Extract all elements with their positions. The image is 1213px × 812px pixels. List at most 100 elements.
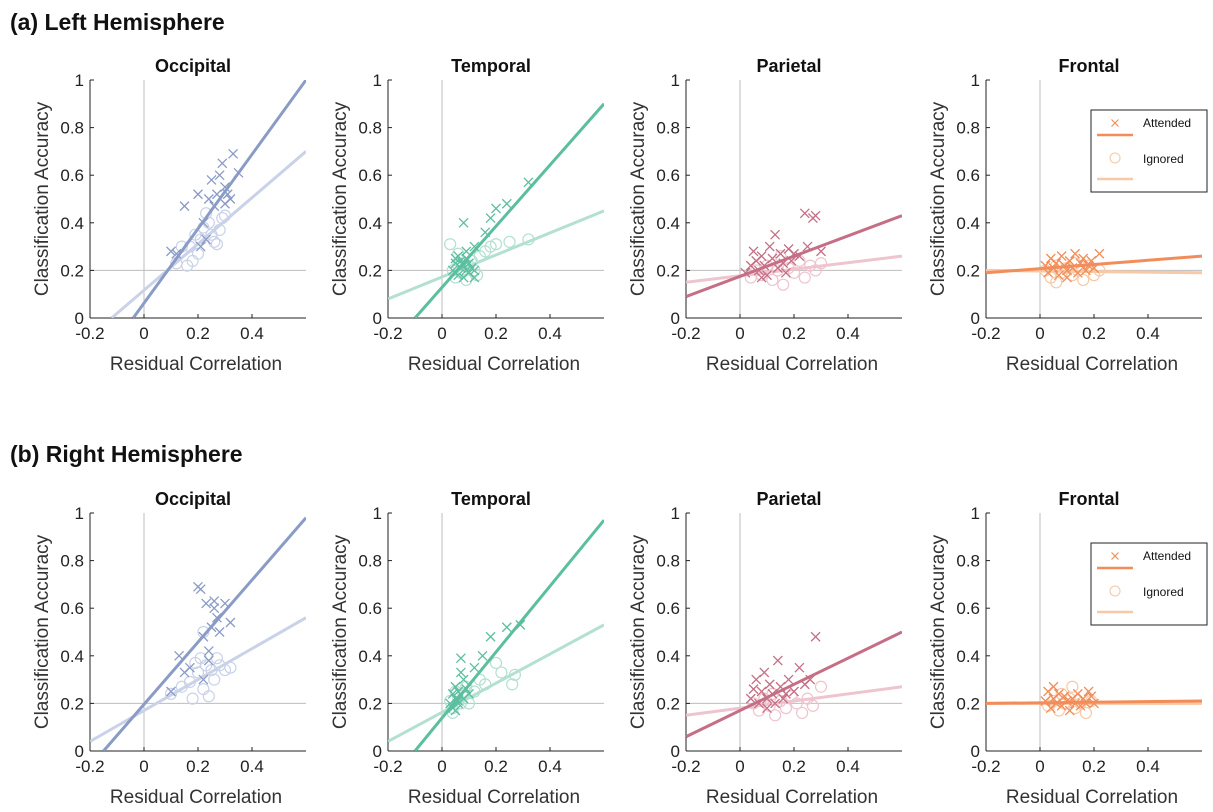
plot-area	[986, 248, 1202, 289]
y-tick-label: 0.6	[656, 599, 680, 618]
y-tick-label: 0.2	[358, 261, 382, 280]
attended-point	[770, 698, 781, 709]
attended-point	[455, 667, 466, 678]
ignored-point	[489, 238, 503, 251]
attended-point	[501, 198, 512, 209]
y-tick-label: 0	[373, 742, 382, 761]
x-tick-label: -0.2	[671, 757, 700, 776]
x-tick-label: 0.4	[538, 757, 562, 776]
attended-point	[201, 598, 212, 609]
ignored-point	[768, 709, 782, 722]
x-tick-label: -0.2	[971, 757, 1000, 776]
x-tick-label: 0.2	[1082, 757, 1106, 776]
attended-point	[1094, 248, 1105, 259]
attended-point	[764, 241, 775, 252]
y-tick-label: 0	[671, 309, 680, 328]
attended-point	[228, 148, 239, 159]
ignored-point	[1066, 680, 1079, 693]
y-tick-label: 0.4	[956, 647, 980, 666]
legend-attended-marker	[1111, 119, 1119, 127]
attended-point	[810, 631, 821, 642]
y-tick-label: 0.8	[358, 119, 382, 138]
ignored-point	[1050, 276, 1063, 289]
attended-point	[780, 267, 791, 278]
x-tick-label: 0.4	[836, 757, 860, 776]
y-tick-label: 0.6	[60, 599, 84, 618]
y-tick-label: 0.2	[358, 694, 382, 713]
ignored-fit-line	[388, 209, 604, 301]
y-axis-label: Classification Accuracy	[628, 101, 649, 296]
attended-point	[772, 655, 783, 666]
attended-point	[778, 693, 789, 704]
legend-ignored-marker	[1109, 152, 1121, 164]
attended-point	[764, 679, 775, 690]
attended-fit-line	[686, 214, 902, 298]
ignored-point	[189, 228, 202, 241]
x-tick-label: 0.2	[186, 324, 210, 343]
attended-point	[1070, 248, 1081, 259]
attended-point	[1053, 270, 1064, 281]
attended-point	[794, 662, 805, 673]
ignored-point	[186, 692, 199, 705]
attended-point	[756, 686, 767, 697]
attended-point	[220, 198, 230, 209]
y-tick-label: 0	[971, 742, 980, 761]
chart-title: Frontal	[1059, 56, 1120, 76]
y-tick-label: 0.6	[656, 166, 680, 185]
plot-area	[388, 102, 604, 318]
attended-point	[217, 158, 228, 169]
y-tick-label: 0	[671, 742, 680, 761]
attended-point	[759, 667, 770, 678]
attended-fit-line	[102, 516, 306, 751]
y-axis-label: Classification Accuracy	[928, 101, 949, 296]
attended-point	[195, 584, 206, 595]
y-tick-label: 0.4	[60, 214, 84, 233]
x-tick-label: 0.2	[782, 757, 806, 776]
attended-point	[485, 213, 496, 223]
attended-fit-line	[413, 102, 604, 318]
x-tick-label: 0	[437, 757, 446, 776]
y-tick-label: 0.6	[358, 599, 382, 618]
attended-point	[789, 686, 799, 697]
legend-ignored-marker	[1109, 585, 1121, 597]
attended-point	[201, 234, 212, 245]
attended-fit-line	[686, 630, 902, 739]
attended-point	[756, 272, 767, 283]
y-tick-label: 0.6	[358, 166, 382, 185]
attended-point	[501, 622, 512, 633]
legend-attended-label: Attended	[1143, 116, 1191, 130]
attended-point	[783, 674, 794, 685]
y-tick-label: 0.4	[656, 647, 680, 666]
attended-point	[206, 175, 217, 185]
ignored-point	[210, 652, 223, 665]
ignored-point	[484, 240, 497, 253]
ignored-point	[197, 683, 210, 696]
attended-fit-line	[413, 519, 604, 751]
attended-point	[203, 646, 214, 656]
attended-point	[458, 260, 469, 271]
attended-point	[799, 208, 810, 219]
attended-point	[469, 272, 480, 283]
y-tick-label: 1	[373, 504, 382, 523]
x-axis-label: Residual Correlation	[110, 787, 282, 808]
ignored-fit-line	[686, 685, 902, 717]
chart-title: Temporal	[451, 56, 531, 76]
x-axis-label: Residual Correlation	[408, 354, 580, 375]
x-tick-label: 0	[735, 757, 744, 776]
y-tick-label: 1	[75, 504, 84, 523]
x-tick-label: 0.4	[836, 324, 860, 343]
attended-point	[166, 246, 176, 257]
y-tick-label: 0.6	[956, 599, 980, 618]
ignored-point	[208, 235, 221, 248]
ignored-point	[766, 687, 779, 700]
y-axis-label: Classification Accuracy	[32, 534, 53, 729]
legend: Attended Ignored	[1090, 109, 1208, 193]
ignored-point	[210, 238, 223, 251]
